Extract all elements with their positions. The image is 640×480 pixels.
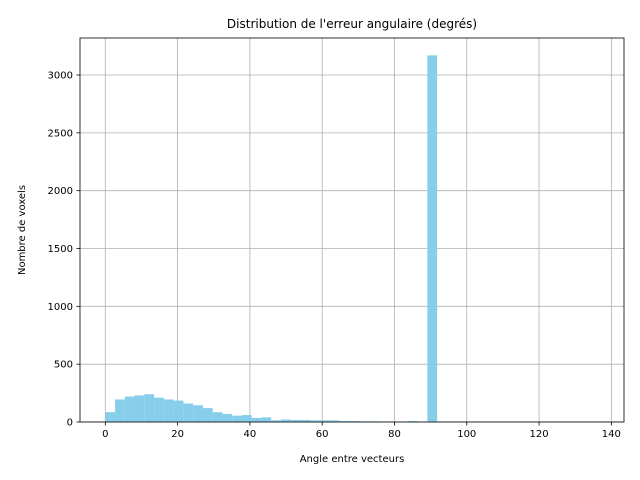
histogram-bar-33 [427, 55, 438, 422]
y-tick-label-3: 1500 [48, 244, 73, 255]
histogram-bar-6 [163, 399, 174, 422]
histogram-bar-1 [115, 399, 125, 422]
histogram-bars [105, 55, 457, 422]
y-tick-label-2: 1000 [48, 302, 73, 313]
y-axis-ticks: 0 500 1000 1500 2000 2500 3000 [48, 71, 80, 429]
y-tick-label-1: 500 [54, 360, 73, 371]
x-tick-label-6: 120 [530, 429, 549, 440]
histogram-bar-2 [124, 396, 135, 422]
x-tick-label-4: 80 [388, 429, 401, 440]
histogram-bar-10 [202, 408, 213, 422]
histogram-bar-9 [193, 405, 203, 422]
y-tick-label-5: 2500 [48, 128, 73, 139]
y-tick-label-4: 2000 [48, 186, 73, 197]
x-tick-label-0: 0 [102, 429, 108, 440]
histogram-bar-19 [290, 419, 301, 422]
x-tick-label-5: 100 [457, 429, 476, 440]
x-tick-label-1: 20 [171, 429, 184, 440]
histogram-bar-11 [212, 412, 223, 422]
histogram-bar-4 [144, 394, 155, 422]
histogram-bar-20 [300, 419, 311, 422]
x-axis-ticks: 0 20 40 60 80 100 120 140 [102, 422, 621, 440]
histogram-bar-25 [349, 421, 360, 422]
histogram-bar-22 [320, 420, 330, 422]
histogram-bar-23 [329, 420, 340, 422]
x-tick-label-7: 140 [602, 429, 621, 440]
plot-frame [79, 37, 625, 423]
histogram-bar-0 [105, 412, 116, 422]
histogram-bar-13 [232, 415, 242, 422]
y-axis-label: Nombre de voxels [17, 185, 28, 275]
chart-title: Distribution de l'erreur angulaire (degr… [227, 17, 477, 31]
histogram-bar-21 [310, 420, 321, 422]
x-tick-label-3: 60 [316, 429, 329, 440]
histogram-bar-17 [271, 420, 281, 422]
histogram-bar-14 [241, 415, 252, 422]
x-tick-label-2: 40 [244, 429, 257, 440]
histogram-bar-3 [134, 395, 145, 422]
histogram-bar-24 [339, 421, 350, 422]
y-tick-label-6: 3000 [48, 71, 73, 82]
histogram-bar-5 [154, 397, 164, 422]
histogram-bar-8 [183, 403, 194, 422]
histogram-bar-31 [407, 421, 418, 422]
histogram-bar-16 [261, 417, 272, 422]
histogram-bar-12 [222, 413, 233, 422]
x-axis-label: Angle entre vecteurs [300, 454, 405, 465]
histogram-bar-15 [251, 417, 262, 422]
y-tick-label-0: 0 [67, 418, 73, 429]
histogram-bar-7 [173, 400, 184, 422]
histogram-bar-18 [280, 419, 291, 422]
grid-lines [80, 38, 624, 423]
